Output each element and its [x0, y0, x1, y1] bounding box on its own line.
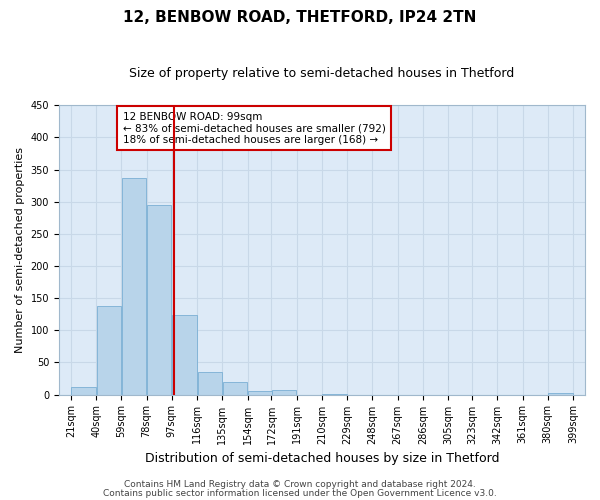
Bar	[272, 390, 296, 394]
Bar	[223, 382, 247, 394]
Bar	[197, 372, 222, 394]
Text: 12, BENBOW ROAD, THETFORD, IP24 2TN: 12, BENBOW ROAD, THETFORD, IP24 2TN	[124, 10, 476, 25]
Y-axis label: Number of semi-detached properties: Number of semi-detached properties	[15, 147, 25, 353]
Text: Contains HM Land Registry data © Crown copyright and database right 2024.: Contains HM Land Registry data © Crown c…	[124, 480, 476, 489]
Title: Size of property relative to semi-detached houses in Thetford: Size of property relative to semi-detach…	[130, 68, 515, 80]
X-axis label: Distribution of semi-detached houses by size in Thetford: Distribution of semi-detached houses by …	[145, 452, 499, 465]
Text: Contains public sector information licensed under the Open Government Licence v3: Contains public sector information licen…	[103, 488, 497, 498]
Text: 12 BENBOW ROAD: 99sqm
← 83% of semi-detached houses are smaller (792)
18% of sem: 12 BENBOW ROAD: 99sqm ← 83% of semi-deta…	[122, 112, 386, 145]
Bar	[172, 316, 197, 394]
Bar	[248, 392, 272, 394]
Bar	[97, 306, 121, 394]
Bar	[122, 178, 146, 394]
Bar	[71, 388, 95, 394]
Bar	[147, 205, 171, 394]
